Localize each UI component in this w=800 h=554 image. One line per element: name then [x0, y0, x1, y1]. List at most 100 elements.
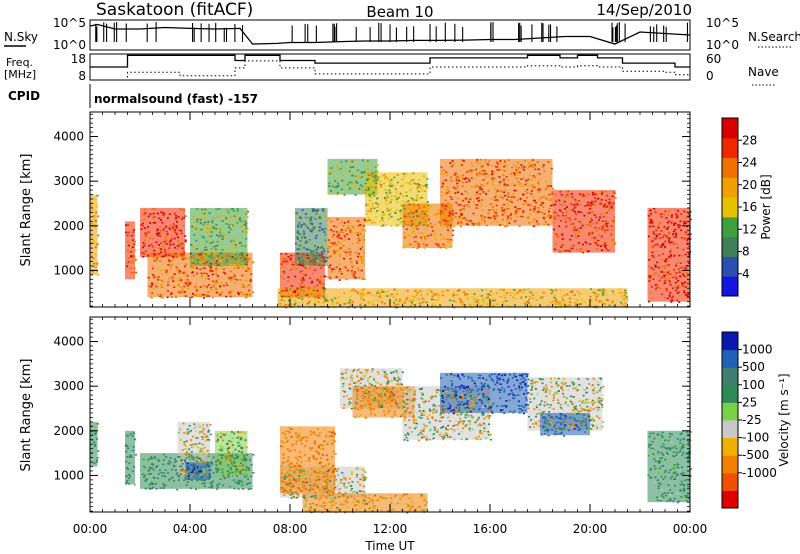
heatmap-cell	[675, 264, 677, 267]
heatmap-cell	[278, 292, 281, 294]
heatmap-cell	[202, 293, 204, 296]
heatmap-cell	[168, 460, 170, 462]
heatmap-cell	[167, 284, 169, 286]
heatmap-cell	[660, 230, 663, 232]
heatmap-cell	[382, 174, 385, 177]
heatmap-cell	[399, 210, 402, 213]
heatmap-cell	[342, 245, 345, 247]
heatmap-cell	[423, 213, 426, 215]
heatmap-cell	[349, 290, 352, 293]
heatmap-cell	[349, 304, 352, 307]
heatmap-cell	[598, 219, 601, 221]
heatmap-cell	[350, 301, 353, 304]
heatmap-cell	[390, 185, 393, 188]
heatmap-cell	[378, 296, 381, 298]
heatmap-cell	[501, 223, 504, 226]
heatmap-cell	[166, 217, 169, 219]
heatmap-cell	[219, 285, 221, 288]
heatmap-cell	[131, 262, 134, 265]
heatmap-cell	[150, 292, 153, 295]
heatmap-cell	[204, 465, 207, 467]
heatmap-cell	[244, 245, 247, 247]
heatmap-cell	[149, 213, 152, 215]
heatmap-cell	[389, 212, 392, 214]
freq-strip: Freq. [MHz] 18 8 60 0 Nave	[4, 52, 779, 86]
heatmap-cell	[362, 242, 364, 245]
heatmap-cell	[377, 373, 380, 375]
heatmap-cell	[286, 483, 289, 486]
heatmap-cell	[373, 395, 376, 397]
heatmap-cell	[411, 231, 414, 233]
heatmap-cell	[367, 394, 370, 396]
heatmap-cell	[459, 204, 462, 206]
heatmap-cell	[310, 291, 313, 293]
heatmap-cell	[303, 296, 306, 298]
heatmap-cell	[667, 226, 670, 229]
heatmap-cell	[129, 435, 132, 437]
heatmap-cell	[232, 465, 235, 467]
heatmap-cell	[454, 301, 457, 303]
date-title: 14/Sep/2010	[596, 1, 692, 19]
heatmap-cell	[418, 232, 420, 235]
heatmap-cell	[160, 296, 163, 298]
heatmap-cell	[312, 272, 315, 275]
heatmap-cell	[199, 222, 202, 224]
heatmap-cell	[285, 476, 287, 478]
heatmap-cell	[244, 459, 247, 462]
heatmap-cell	[125, 481, 128, 484]
heatmap-cell	[175, 473, 178, 476]
heatmap-cell	[363, 476, 366, 478]
heatmap-cell	[403, 175, 406, 178]
heatmap-cell	[180, 229, 182, 232]
heatmap-cell	[244, 439, 247, 441]
heatmap-cell	[668, 237, 671, 239]
heatmap-cell	[310, 251, 313, 253]
heatmap-cell	[533, 208, 536, 211]
heatmap-cell	[315, 470, 318, 473]
heatmap-cell	[294, 275, 297, 278]
heatmap-cell	[519, 183, 522, 185]
heatmap-cell	[228, 459, 231, 461]
heatmap-cell	[314, 497, 317, 499]
heatmap-cell	[160, 211, 163, 213]
heatmap-cell	[325, 488, 328, 490]
heatmap-cell	[446, 226, 449, 229]
heatmap-cell	[252, 291, 255, 293]
heatmap-cell	[208, 265, 211, 267]
heatmap-cell	[220, 265, 222, 267]
heatmap-cell	[155, 488, 158, 490]
heatmap-cell	[337, 484, 339, 487]
heatmap-cell	[654, 238, 657, 240]
heatmap-cell	[651, 222, 654, 224]
heatmap-cell	[351, 481, 354, 483]
heatmap-cell	[210, 222, 213, 225]
heatmap-cell	[301, 236, 303, 239]
heatmap-cell	[90, 273, 93, 276]
heatmap-cell	[127, 447, 129, 450]
heatmap-cell	[469, 304, 472, 306]
heatmap-cell	[393, 176, 396, 179]
heatmap-cell	[473, 300, 476, 302]
heatmap-cell	[514, 165, 517, 168]
heatmap-cell	[684, 281, 687, 283]
heatmap-cell	[357, 255, 359, 258]
heatmap-cell	[215, 268, 218, 271]
heatmap-cell	[193, 222, 196, 224]
heatmap-cell	[198, 442, 201, 445]
heatmap-cell	[233, 273, 236, 276]
heatmap-cell	[200, 295, 203, 298]
heatmap-cell	[393, 398, 396, 401]
heatmap-cell	[578, 292, 581, 295]
heatmap-cell	[200, 245, 203, 247]
heatmap-cell	[308, 490, 311, 492]
heatmap-cell	[302, 469, 305, 471]
heatmap-cell	[540, 204, 542, 206]
heatmap-cell	[349, 388, 352, 390]
heatmap-cell	[316, 488, 318, 491]
heatmap-cell	[450, 239, 453, 242]
heatmap-cell	[611, 300, 614, 303]
heatmap-cell	[305, 216, 308, 219]
heatmap-cell	[206, 468, 209, 470]
heatmap-cell	[460, 164, 463, 166]
heatmap-cell	[589, 204, 592, 206]
